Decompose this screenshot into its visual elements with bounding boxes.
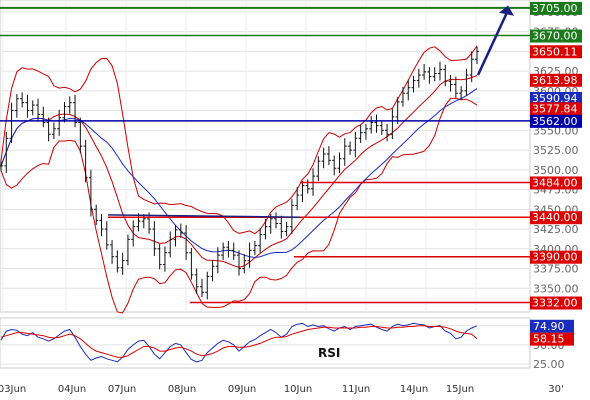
rsi-series-line-0 — [0, 322, 478, 363]
rsi-value-text: 58.15 — [533, 333, 565, 346]
level-label-text: 3590.94 — [532, 92, 578, 105]
level-label-box — [530, 29, 582, 43]
x-tick-label: 09Jun — [228, 384, 256, 395]
level-label-box — [530, 102, 582, 116]
level-label-text: 3650.11 — [532, 45, 578, 58]
support-trendline — [107, 214, 301, 218]
projection-arrow-line — [476, 9, 510, 76]
y-tick-label: 3375.00 — [533, 263, 579, 276]
level-label-box — [530, 91, 582, 105]
x-tick-label: 08Jun — [168, 384, 196, 395]
x-tick-label: 07Jun — [108, 384, 136, 395]
y-tick-label: 3525.00 — [533, 144, 579, 157]
rsi-series-line-1 — [0, 325, 478, 358]
level-label-text: 3577.84 — [532, 102, 578, 115]
x-tick-label: 15Jun — [446, 384, 474, 395]
x-tick-label: 14Jun — [400, 384, 428, 395]
level-label-box — [530, 296, 582, 310]
level-label-text: 3440.00 — [532, 211, 578, 224]
level-label-box — [530, 1, 582, 15]
level-label-text: 3562.00 — [532, 115, 578, 128]
y-tick-label: 3500.00 — [533, 164, 579, 177]
level-label-box — [530, 250, 582, 264]
level-label-text: 3670.00 — [532, 30, 578, 43]
price-plot-area — [0, 0, 531, 313]
y-tick-label: 3350.00 — [533, 282, 579, 295]
rsi-value-box — [530, 319, 574, 333]
rsi-value-text: 74.90 — [533, 320, 565, 333]
x-tick-label: 30' — [548, 384, 563, 395]
level-label-box — [530, 45, 582, 59]
level-label-box — [530, 211, 582, 225]
projection-arrow-head — [499, 5, 514, 16]
rsi-tick-label: 25.00 — [533, 358, 565, 371]
level-label-text: 3332.00 — [532, 297, 578, 310]
x-tick-label: 04Jun — [58, 384, 86, 395]
y-tick-label: 3425.00 — [533, 223, 579, 236]
level-label-box — [530, 73, 582, 87]
level-label-text: 3705.00 — [532, 2, 578, 15]
x-tick-label: 11Jun — [342, 384, 370, 395]
rsi-title: RSI — [318, 346, 340, 360]
x-tick-label: 10Jun — [284, 384, 312, 395]
level-label-box — [530, 176, 582, 190]
level-label-text: 3390.00 — [532, 251, 578, 264]
level-label-text: 3613.98 — [532, 74, 578, 87]
rsi-value-box — [530, 332, 574, 346]
x-tick-label: 03Jun — [0, 384, 26, 395]
level-label-text: 3484.00 — [532, 176, 578, 189]
level-label-box — [530, 114, 582, 128]
